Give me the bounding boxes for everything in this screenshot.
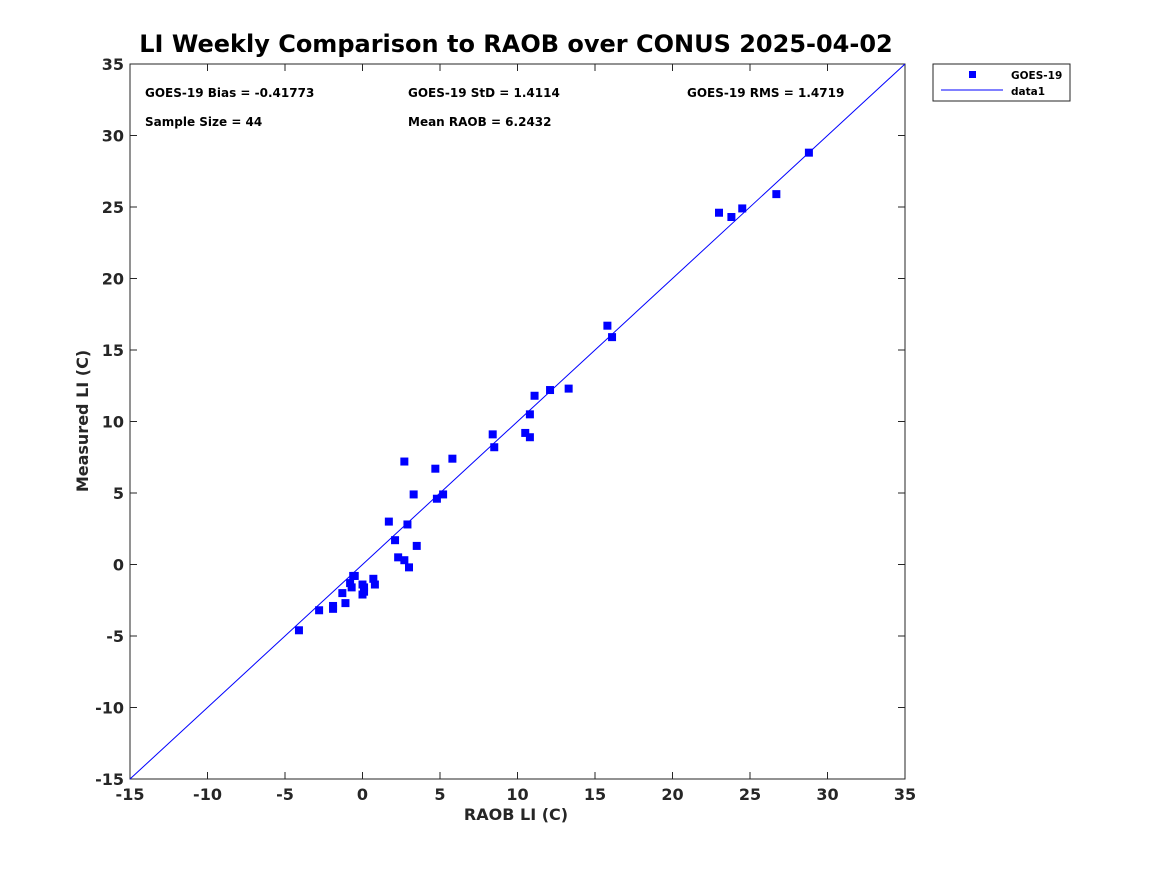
legend-label-goes19: GOES-19 (1011, 70, 1062, 82)
data-point-goes19 (521, 428, 530, 437)
data-point-goes19 (391, 536, 400, 545)
data-point-goes19 (804, 148, 813, 157)
data-point-goes19 (400, 556, 409, 565)
data-point-goes19 (360, 583, 369, 592)
data-point-goes19 (772, 190, 781, 199)
data-point-goes19 (346, 579, 355, 588)
x-tick-label: 25 (739, 785, 761, 804)
data-point-goes19 (394, 553, 403, 562)
rms-annotation: GOES-19 RMS = 1.4719 (687, 86, 844, 100)
y-tick-label: 0 (113, 556, 124, 575)
data-point-goes19 (403, 520, 412, 529)
data-point-goes19 (490, 443, 499, 452)
chart-title: LI Weekly Comparison to RAOB over CONUS … (139, 30, 892, 58)
data-point-goes19 (338, 589, 347, 598)
data-point-goes19 (405, 563, 413, 572)
y-tick-label: 5 (113, 484, 124, 503)
x-tick-label: 0 (357, 785, 368, 804)
data-point-goes19 (431, 464, 440, 473)
series-line-data1 (129, 63, 906, 780)
x-tick-label: 5 (434, 785, 445, 804)
plot-area: -15 -10 -5 0 5 10 15 20 25 30 35 -15 -10 -5 0 5 10 15 20 2… (95, 55, 916, 804)
data-point-goes19 (488, 430, 497, 439)
data-point-goes19 (412, 541, 421, 550)
y-tick-label: 15 (102, 341, 124, 360)
mean-raob-annotation: Mean RAOB = 6.2432 (408, 115, 552, 129)
data-point-goes19 (350, 571, 359, 580)
data-point-goes19 (294, 626, 303, 635)
y-tick-label: 20 (102, 270, 124, 289)
std-annotation: GOES-19 StD = 1.4114 (408, 86, 560, 100)
legend-label-data1: data1 (1011, 86, 1045, 98)
data-point-goes19 (360, 587, 369, 596)
stats-annotations: GOES-19 Bias = -0.41773 GOES-19 StD = 1.… (145, 86, 844, 129)
data-point-goes19 (738, 204, 747, 213)
data-point-goes19 (727, 213, 736, 222)
x-tick-label: -5 (276, 785, 294, 804)
x-tick-label: 20 (661, 785, 683, 804)
x-tick-label: -10 (193, 785, 222, 804)
x-tick-label: 15 (584, 785, 606, 804)
x-tick-label: 30 (816, 785, 838, 804)
data-point-goes19 (369, 574, 378, 583)
y-tick-label: 10 (102, 413, 124, 432)
y-axis: -15 -10 -5 0 5 10 15 20 25 30 35 (95, 55, 905, 789)
data-point-goes19 (530, 391, 539, 400)
x-tick-label: -15 (116, 785, 145, 804)
legend-marker-goes19 (969, 71, 976, 78)
sample-size-annotation: Sample Size = 44 (145, 115, 262, 129)
y-tick-label: -15 (95, 770, 124, 789)
data-point-goes19 (384, 517, 393, 526)
data-point-goes19 (546, 386, 555, 395)
legend: GOES-19 data1 (932, 63, 1071, 102)
data-point-goes19 (608, 333, 617, 342)
data-point-goes19 (432, 494, 441, 503)
y-tick-label: 30 (102, 127, 124, 146)
y-tick-label: -5 (106, 627, 124, 646)
legend-box (932, 63, 1071, 102)
data-point-goes19 (525, 410, 534, 419)
series-layer (129, 63, 906, 780)
y-tick-label: 35 (102, 55, 124, 74)
data-point-goes19 (329, 601, 338, 610)
data-point-goes19 (315, 606, 324, 615)
y-axis-label: Measured LI (C) (73, 350, 92, 492)
y-tick-label: 25 (102, 198, 124, 217)
data-point-goes19 (347, 583, 356, 592)
data-point-goes19 (603, 321, 612, 330)
x-tick-label: 35 (894, 785, 916, 804)
x-tick-label: 10 (506, 785, 528, 804)
x-axis-label: RAOB LI (C) (464, 805, 568, 824)
data-point-goes19 (715, 208, 723, 217)
data-point-goes19 (341, 599, 350, 608)
y-tick-label: -10 (95, 699, 124, 718)
bias-annotation: GOES-19 Bias = -0.41773 (145, 86, 314, 100)
data-point-goes19 (439, 490, 448, 499)
data-point-goes19 (400, 457, 409, 466)
data-point-goes19 (564, 384, 573, 393)
data-point-goes19 (370, 580, 379, 589)
data-point-goes19 (448, 454, 457, 463)
data-point-goes19 (409, 490, 418, 499)
x-axis: -15 -10 -5 0 5 10 15 20 25 30 35 (116, 64, 916, 804)
data-point-goes19 (525, 433, 534, 442)
